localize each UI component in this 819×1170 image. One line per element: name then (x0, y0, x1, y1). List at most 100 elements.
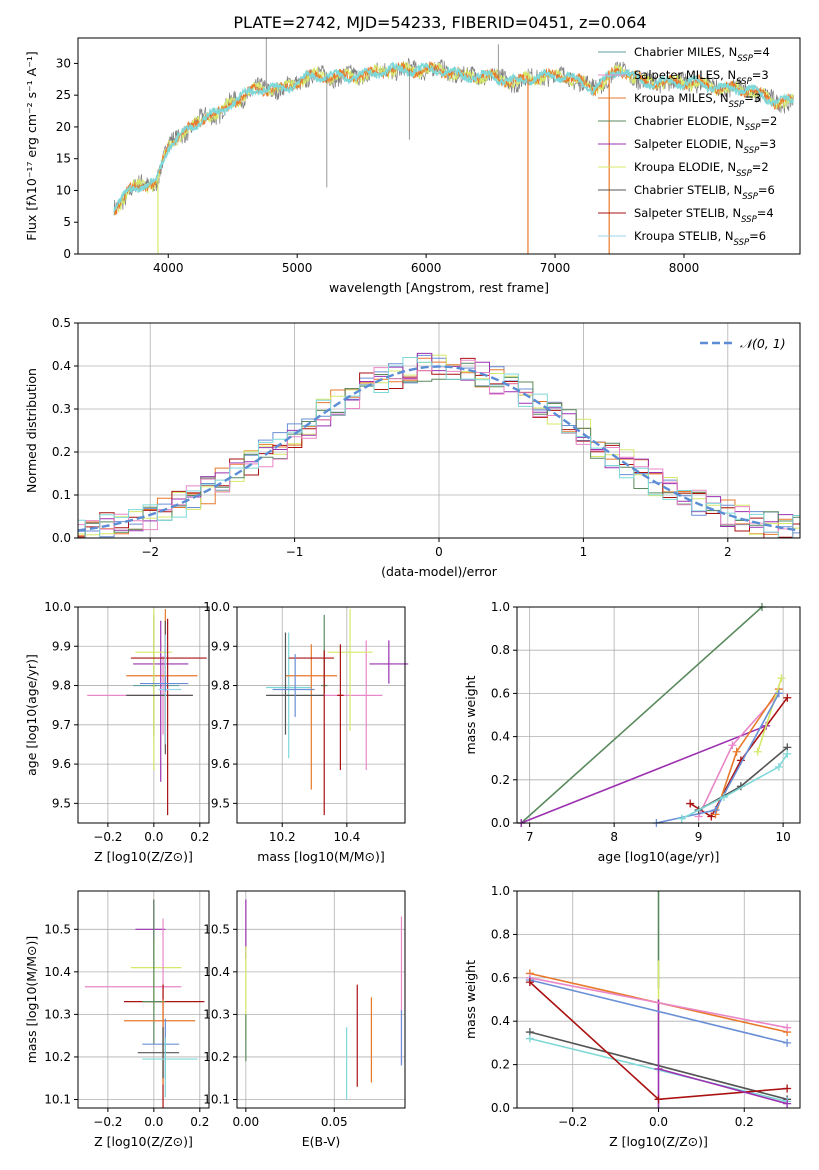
axes-frame (236, 606, 406, 824)
y-tick-label: 10.5 (203, 922, 230, 936)
x-axis-label: Z [log10(Z/Z⊙)] (94, 1134, 193, 1149)
axes-frame (516, 606, 801, 824)
y-tick-label: 30 (56, 56, 71, 70)
x-tick-label: 0.2 (190, 830, 209, 844)
x-tick-label: 0.0 (144, 830, 163, 844)
y-tick-label: 0.0 (491, 1101, 510, 1115)
spectrum-trace (113, 61, 794, 212)
y-tick-label: 10.5 (44, 922, 71, 936)
axes-frame (77, 890, 210, 1109)
y-tick-label: 0.0 (491, 816, 510, 830)
y-axis-label: age [log10(age/yr)] (24, 654, 39, 776)
weight-marker (753, 747, 762, 756)
y-tick-label: 0.1 (52, 488, 71, 502)
weight-marker (783, 749, 792, 758)
y-axis-label: mass [log10(M/M⊙)] (24, 936, 39, 1064)
x-tick-label: 1 (580, 545, 588, 559)
x-axis-label: age [log10(age/yr)] (598, 849, 720, 864)
residual-histogram (78, 352, 800, 539)
y-tick-label: 15 (56, 152, 71, 166)
x-tick-label: 9 (695, 830, 703, 844)
legend-label: Salpeter ELODIE, NSSP=3 (634, 137, 776, 156)
legend-label: Kroupa ELODIE, NSSP=2 (634, 160, 769, 179)
weight-line (757, 678, 783, 752)
y-tick-label: 10.2 (203, 1050, 230, 1064)
y-tick-label: 0.4 (52, 359, 71, 373)
weight-marker (783, 1084, 792, 1093)
figure-title: PLATE=2742, MJD=54233, FIBERID=0451, z=0… (233, 13, 646, 32)
y-tick-label: 10 (56, 183, 71, 197)
y-tick-label: 0.2 (491, 1058, 510, 1072)
y-tick-label: 0.0 (52, 531, 71, 545)
y-tick-label: 9.8 (211, 679, 230, 693)
y-tick-label: 10.1 (203, 1092, 230, 1106)
weight-marker (777, 674, 786, 683)
weight-marker (774, 762, 783, 771)
x-tick-label: 0 (435, 545, 443, 559)
y-tick-label: 10.2 (44, 1050, 71, 1064)
weight-marker (707, 812, 716, 821)
y-tick-label: 0.6 (491, 971, 510, 985)
y-tick-label: 1.0 (491, 884, 510, 898)
x-tick-label: 7 (526, 830, 534, 844)
legend-label: Kroupa STELIB, NSSP=6 (634, 229, 766, 248)
x-tick-label: 6000 (411, 261, 442, 275)
weight-marker (783, 1038, 792, 1047)
x-tick-label: 2 (724, 545, 732, 559)
y-tick-label: 0.5 (52, 316, 71, 330)
legend-label: Chabrier STELIB, NSSP=6 (634, 183, 775, 202)
legend-label: 𝒩(0, 1) (740, 336, 786, 351)
plot-layer: 4000 5000 6000 7000 8000051015202530waveleng… (24, 37, 801, 1149)
y-tick-label: 9.9 (52, 639, 71, 653)
weight-marker (711, 806, 720, 815)
weight-line (681, 753, 788, 820)
weight-marker (732, 747, 741, 756)
y-tick-label: 0.2 (491, 773, 510, 787)
x-tick-label: 8 (610, 830, 618, 844)
y-tick-label: 10.0 (203, 600, 230, 614)
weight-marker (686, 799, 695, 808)
weight-line (529, 979, 788, 1044)
y-tick-label: 10.3 (203, 1007, 230, 1021)
x-tick-label: 5000 (282, 261, 313, 275)
y-axis-label: Normed distribution (24, 368, 39, 493)
x-axis-label: (data-model)/error (381, 564, 498, 579)
legend-label: Chabrier MILES, NSSP=4 (634, 45, 770, 64)
weight-marker (783, 1023, 792, 1032)
y-tick-label: 10.4 (44, 965, 71, 979)
x-tick-label: 10 (775, 830, 790, 844)
y-tick-label: 9.6 (211, 757, 230, 771)
weight-marker (654, 1064, 663, 1073)
x-tick-label: 0.2 (190, 1115, 209, 1129)
x-tick-label: 10.4 (333, 830, 360, 844)
y-axis-label: Flux [fλ10⁻¹⁷ erg cm⁻² s⁻¹ A⁻¹] (24, 51, 39, 240)
weight-marker (654, 1095, 663, 1104)
y-tick-label: 10.1 (44, 1092, 71, 1106)
x-axis-label: wavelength [Angstrom, rest frame] (329, 280, 549, 295)
legend-label: Salpeter STELIB, NSSP=4 (634, 206, 774, 225)
y-tick-label: 0.8 (491, 927, 510, 941)
weight-line (529, 977, 788, 1029)
y-tick-label: 5 (63, 215, 71, 229)
x-tick-label: 7000 (540, 261, 571, 275)
y-tick-label: 9.5 (211, 796, 230, 810)
x-tick-label: −0.2 (93, 830, 122, 844)
x-tick-label: 0.05 (321, 1115, 348, 1129)
y-tick-label: 9.8 (52, 679, 71, 693)
axes-frame (236, 890, 406, 1109)
x-axis-label: mass [log10(M/M⊙)] (257, 849, 385, 864)
y-tick-label: 9.7 (52, 718, 71, 732)
x-tick-label: 0.0 (649, 1115, 668, 1129)
weight-marker (774, 689, 783, 698)
x-tick-label: 0.2 (735, 1115, 754, 1129)
weight-line (658, 1068, 788, 1105)
x-tick-label: −2 (141, 545, 159, 559)
y-tick-label: 25 (56, 88, 71, 102)
x-tick-label: 10.2 (269, 830, 296, 844)
legend-label: Kroupa MILES, NSSP=3 (634, 91, 761, 110)
y-tick-label: 0 (63, 247, 71, 261)
y-tick-label: 0.3 (52, 402, 71, 416)
y-tick-label: 9.7 (211, 718, 230, 732)
weight-marker (728, 741, 737, 750)
